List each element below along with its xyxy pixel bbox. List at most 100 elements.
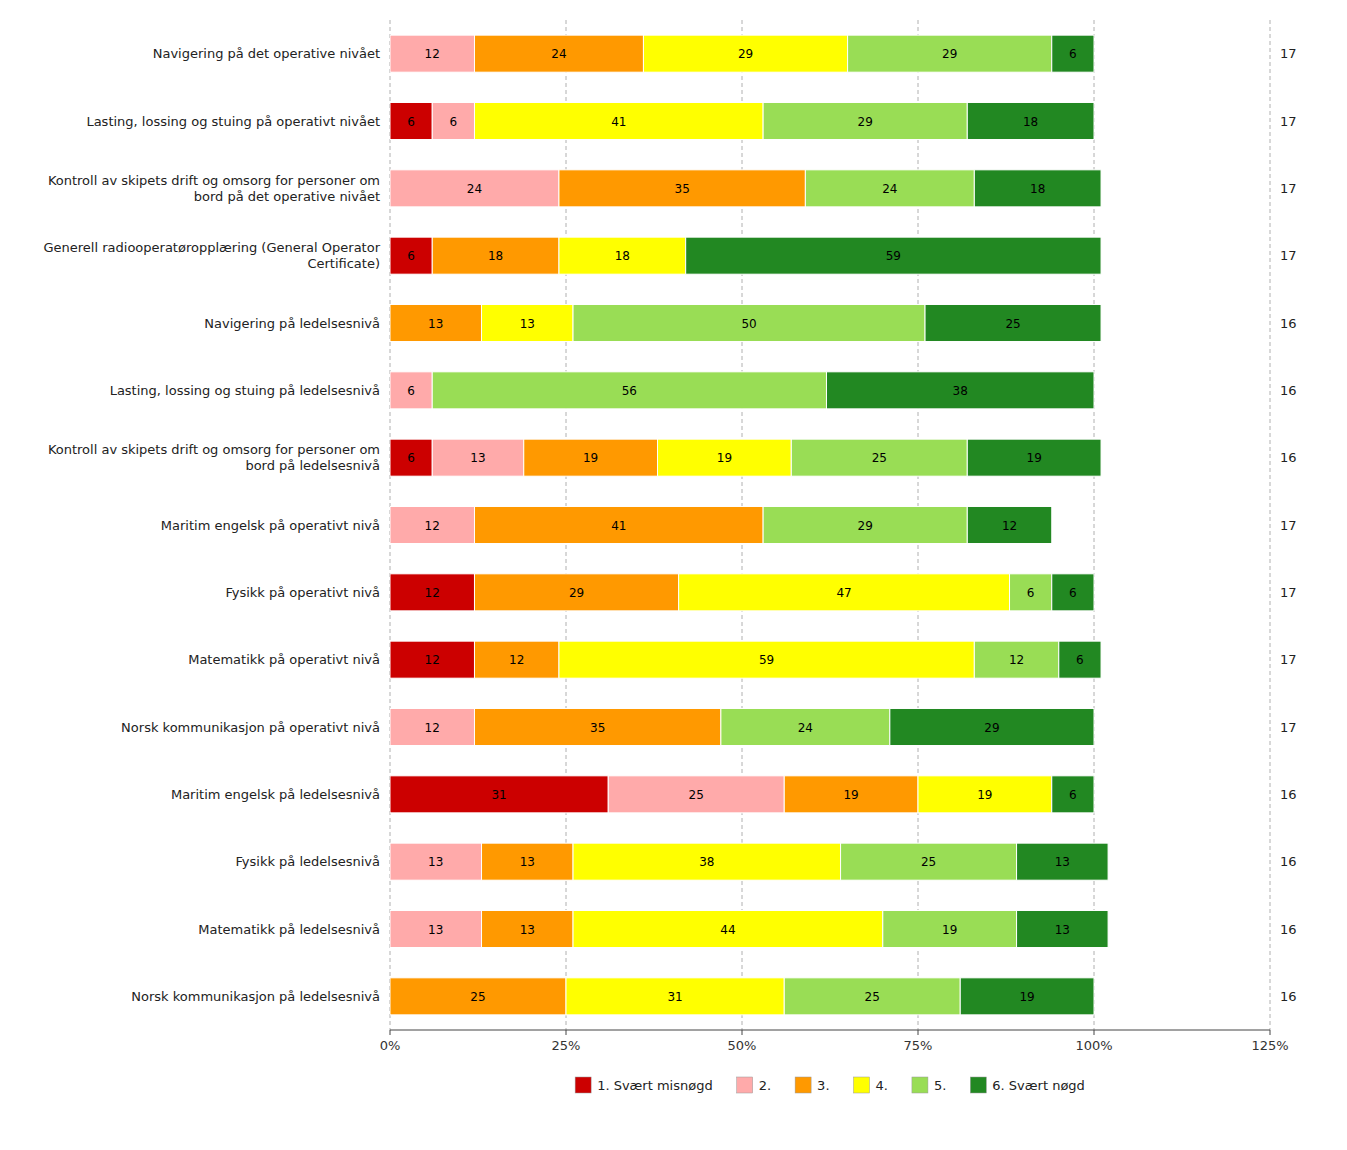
legend-swatch <box>854 1077 870 1093</box>
data-label: 12 <box>425 721 440 735</box>
category-label: Lasting, lossing og stuing på operativt … <box>86 114 380 129</box>
bar-segment <box>390 910 482 947</box>
bar-segment <box>1017 910 1109 947</box>
category-label: Kontroll av skipets drift og omsorg for … <box>48 442 380 473</box>
bar-segment <box>658 439 792 476</box>
tick-mark <box>566 1030 567 1035</box>
legend-item: 1. Svært misnøgd <box>575 1077 713 1093</box>
bar-segment <box>826 372 1094 409</box>
bar-segment <box>474 708 720 745</box>
bar-segment <box>474 574 678 611</box>
legend-item: 5. <box>912 1077 946 1093</box>
n-label: 17 <box>1280 585 1297 600</box>
data-label: 6 <box>450 115 458 129</box>
bar-segment <box>918 776 1052 813</box>
n-label: 16 <box>1280 922 1297 937</box>
category-label: Maritim engelsk på ledelsesnivå <box>171 787 380 802</box>
bar-segment <box>482 910 574 947</box>
grid-line <box>1270 20 1271 1030</box>
bar-segment <box>791 439 967 476</box>
data-label: 35 <box>675 182 690 196</box>
data-label: 13 <box>1055 855 1070 869</box>
bar-segment <box>390 237 432 274</box>
bar-segment <box>390 843 482 880</box>
data-label: 31 <box>491 788 506 802</box>
data-label: 12 <box>425 519 440 533</box>
bar-segment <box>474 506 763 543</box>
bar-segment <box>559 170 805 207</box>
data-label: 24 <box>798 721 813 735</box>
data-label: 25 <box>1005 317 1020 331</box>
legend-item: 4. <box>854 1077 888 1093</box>
bar-segment <box>390 170 559 207</box>
bar-segment <box>960 978 1094 1015</box>
legend-label: 6. Svært nøgd <box>992 1078 1085 1093</box>
bar-segment <box>390 439 432 476</box>
data-label: 19 <box>843 788 858 802</box>
legend-label: 4. <box>876 1078 888 1093</box>
bar-segment <box>1010 574 1052 611</box>
legend: 1. Svært misnøgd 2. 3. 4. 5. 6. Svært nøgd <box>575 1077 1085 1093</box>
legend-label: 2. <box>759 1078 771 1093</box>
n-label: 17 <box>1280 720 1297 735</box>
bar-segment <box>1059 641 1101 678</box>
data-label: 12 <box>509 653 524 667</box>
data-label: 38 <box>953 384 968 398</box>
data-label: 13 <box>470 451 485 465</box>
data-label: 29 <box>858 115 873 129</box>
category-label: Navigering på ledelsesnivå <box>204 316 380 331</box>
bar-segment <box>721 708 890 745</box>
category-label: Maritim engelsk på operativt nivå <box>161 518 380 533</box>
n-values: 171717171616161717171716161616 <box>1280 46 1297 1004</box>
n-label: 17 <box>1280 181 1297 196</box>
tick-label: 25% <box>552 1038 581 1053</box>
legend-item: 6. Svært nøgd <box>970 1077 1085 1093</box>
bar-segment <box>573 910 883 947</box>
legend-swatch <box>575 1077 591 1093</box>
data-label: 6 <box>407 249 415 263</box>
data-label: 12 <box>425 653 440 667</box>
bar-segment <box>390 372 432 409</box>
category-label: Lasting, lossing og stuing på ledelsesni… <box>110 383 380 398</box>
data-label: 13 <box>428 923 443 937</box>
category-label: Kontroll av skipets drift og omsorg for … <box>48 173 380 204</box>
x-axis: 0%25%50%75%100%125% <box>380 1030 1289 1053</box>
data-label: 41 <box>611 519 626 533</box>
data-label: 13 <box>1055 923 1070 937</box>
legend-swatch <box>795 1077 811 1093</box>
tick-mark <box>1094 1030 1095 1035</box>
legend-label: 3. <box>817 1078 829 1093</box>
data-label: 6 <box>407 384 415 398</box>
data-label: 35 <box>590 721 605 735</box>
tick-label: 75% <box>904 1038 933 1053</box>
bar-segment <box>482 304 574 341</box>
bar-segment <box>432 102 474 139</box>
bar-segment <box>883 910 1017 947</box>
data-label: 59 <box>759 653 774 667</box>
bar-segment <box>1052 574 1094 611</box>
data-label: 13 <box>520 855 535 869</box>
axis-line <box>390 1030 1270 1031</box>
data-label: 31 <box>667 990 682 1004</box>
n-label: 16 <box>1280 854 1297 869</box>
bar-segment <box>390 708 474 745</box>
y-axis: Navigering på det operative nivåetLastin… <box>43 46 380 1004</box>
data-label: 13 <box>428 855 443 869</box>
bar-segment <box>432 372 826 409</box>
legend-item: 2. <box>737 1077 771 1093</box>
data-labels: 6661212311262461312122513132435181319412… <box>407 47 1083 1004</box>
bar-segment <box>608 776 784 813</box>
bar-segment <box>390 304 482 341</box>
bar-segment <box>805 170 974 207</box>
data-label: 38 <box>699 855 714 869</box>
data-label: 12 <box>1002 519 1017 533</box>
n-label: 16 <box>1280 383 1297 398</box>
tick-mark <box>742 1030 743 1035</box>
data-label: 6 <box>1069 788 1077 802</box>
bar-segment <box>573 843 841 880</box>
n-label: 17 <box>1280 518 1297 533</box>
data-label: 25 <box>470 990 485 1004</box>
bar-segment <box>784 978 960 1015</box>
bar-segment <box>474 35 643 72</box>
data-label: 6 <box>407 451 415 465</box>
